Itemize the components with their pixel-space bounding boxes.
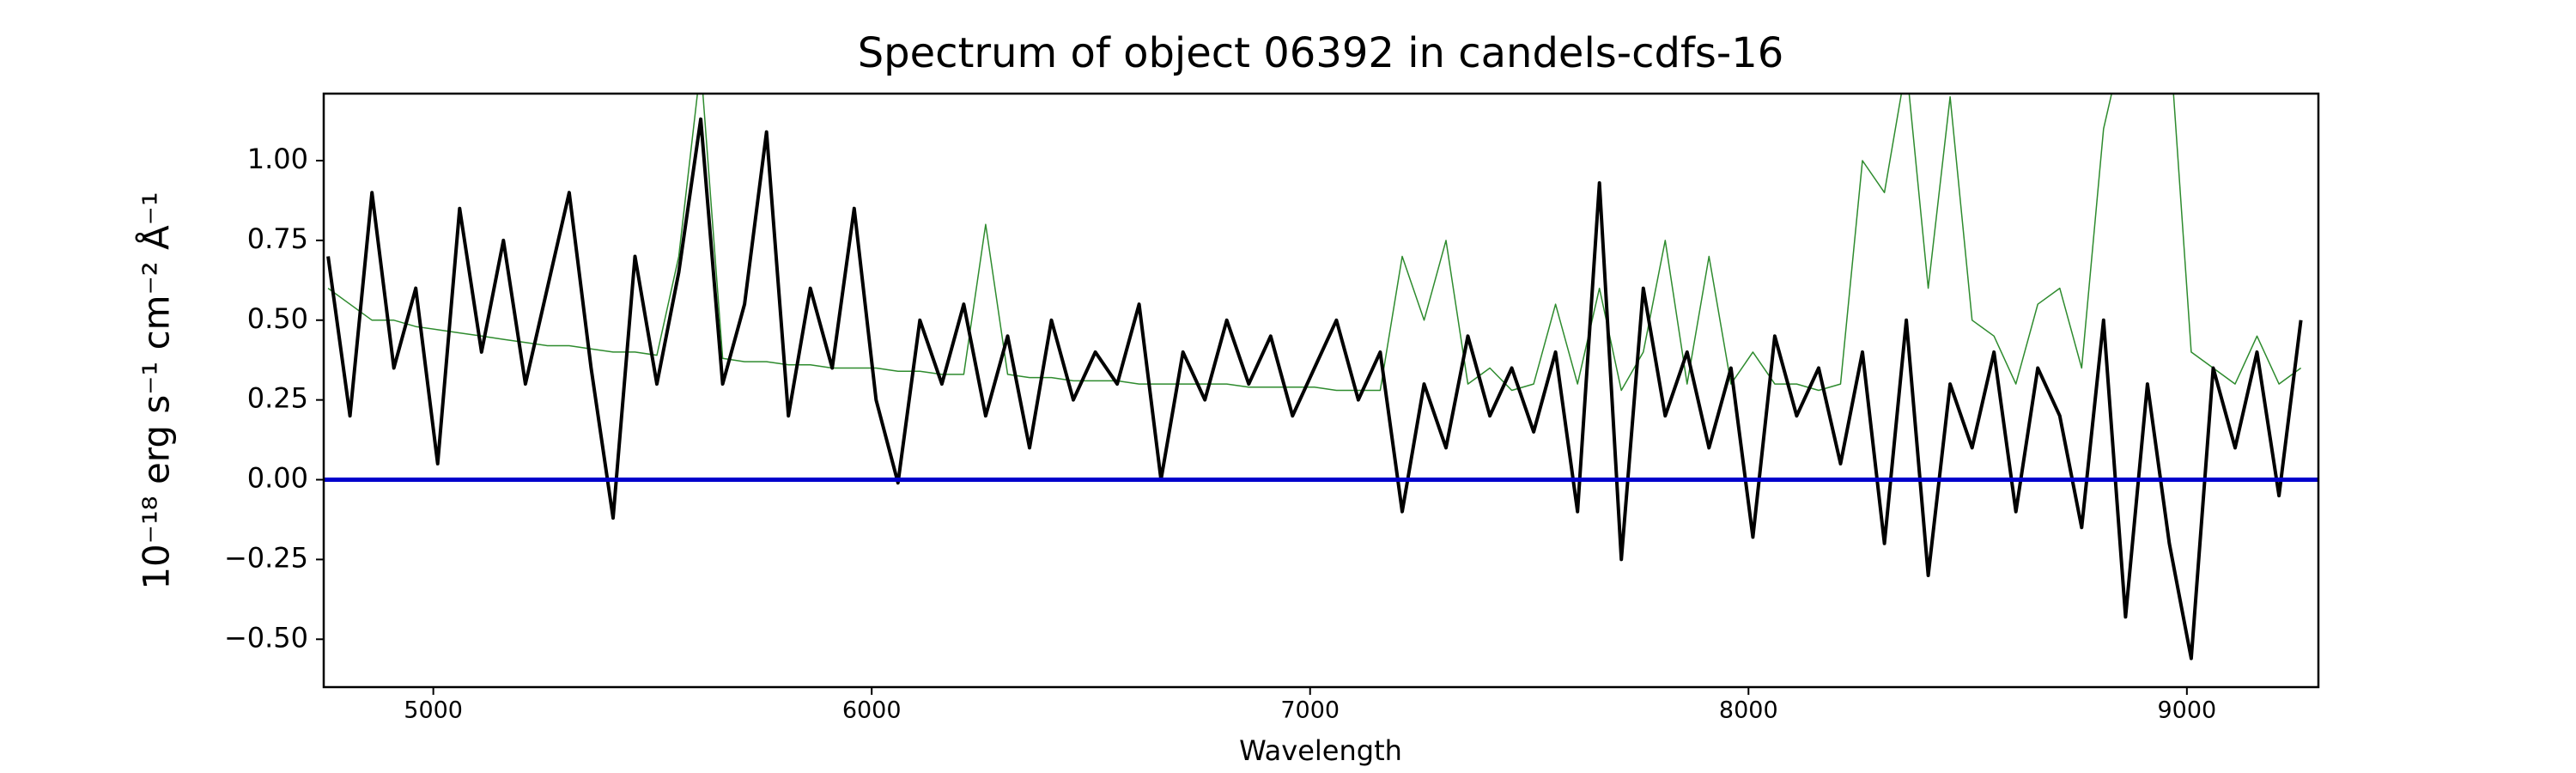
x-tick-label: 5000 [404,697,463,724]
x-tick-label: 7000 [1280,697,1340,724]
x-tick-label: 8000 [1719,697,1778,724]
x-tick-label: 6000 [842,697,902,724]
plot-area [324,94,2318,660]
plot-frame [322,92,2320,689]
y-tick-label: 1.00 [247,143,308,175]
y-axis-label: 10⁻¹⁸ erg s⁻¹ cm⁻² Å⁻¹ [135,192,178,589]
x-axis-label: Wavelength [1239,734,1402,767]
y-tick-label: 0.50 [247,302,308,335]
spectrum-line [327,94,2302,392]
spectrum-line [326,117,2303,660]
y-tick-label: 0.75 [247,222,308,255]
y-tick-label: −0.50 [224,621,308,654]
y-tick-label: 0.25 [247,382,308,415]
y-tick-label: −0.25 [224,541,308,574]
chart-title: Spectrum of object 06392 in candels-cdfs… [858,29,1784,77]
y-tick-label: 0.00 [247,462,308,495]
x-tick-label: 9000 [2157,697,2216,724]
